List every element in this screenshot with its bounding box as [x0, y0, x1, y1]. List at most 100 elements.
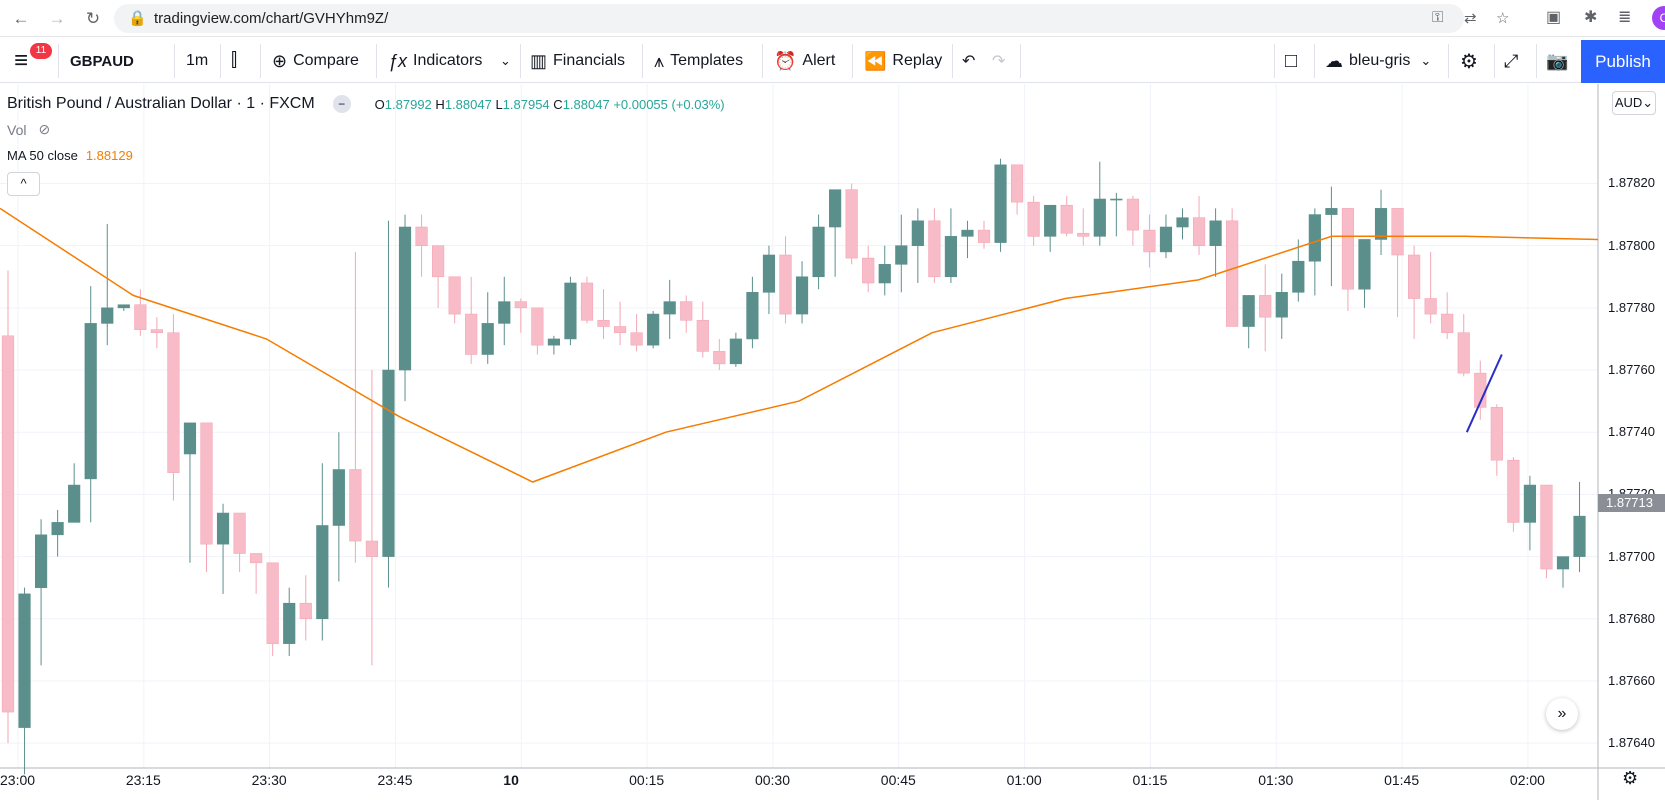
open-label: O — [374, 96, 385, 112]
divider — [260, 44, 261, 78]
translate-icon[interactable]: ⇄ — [1464, 10, 1477, 27]
lock-icon[interactable]: 🔒 — [128, 10, 147, 27]
layout-name: bleu-gris — [1349, 52, 1411, 69]
candle-body — [812, 226, 825, 278]
forward-icon[interactable]: → — [48, 9, 66, 28]
replay-button[interactable]: ⏪ Replay — [864, 40, 942, 82]
candle-body — [647, 313, 660, 346]
candle-body — [84, 323, 97, 480]
key-icon[interactable]: ⚿ — [1432, 9, 1444, 26]
high-value: 1.88047 — [444, 96, 492, 112]
collapse-legend-button[interactable]: ^ — [7, 172, 40, 196]
price-tick-label: 1.87780 — [1608, 299, 1655, 315]
financials-button[interactable]: ▥ Financials — [530, 40, 625, 82]
time-tick-label: 00:30 — [754, 772, 790, 788]
candle-body — [34, 534, 48, 588]
candle-type-icon[interactable]: ⫿ — [231, 50, 238, 71]
candle-body — [977, 229, 991, 243]
reading-list-icon[interactable]: ≣ — [1618, 9, 1632, 26]
candle-body — [829, 189, 842, 228]
time-tick-label: 01:30 — [1258, 772, 1294, 788]
divider — [174, 44, 175, 78]
candle-body — [1391, 208, 1404, 256]
indicators-button[interactable]: ƒx Indicators — [388, 40, 482, 82]
currency-button[interactable]: AUD⌄ — [1612, 91, 1656, 115]
address-bar[interactable]: 🔒 tradingview.com/chart/GVHYhm9Z/ ⚿ ⇄ ☆ — [114, 4, 1509, 33]
back-icon[interactable]: ← — [12, 9, 30, 28]
candle-body — [1573, 515, 1586, 557]
star-icon[interactable]: ☆ — [1496, 10, 1510, 27]
alert-button[interactable]: ⏰ Alert — [774, 40, 835, 82]
candle-body — [117, 304, 130, 309]
price-tick-label: 1.87760 — [1608, 362, 1655, 378]
compare-label: Compare — [293, 52, 359, 69]
eye-hidden-icon[interactable]: ⊘ — [38, 121, 51, 137]
time-tick-label: 01:00 — [1006, 772, 1042, 788]
reload-icon[interactable]: ↻ — [85, 9, 101, 28]
time-tick-label: 00:15 — [629, 772, 665, 788]
candle-body — [514, 301, 527, 309]
divider — [952, 44, 953, 78]
candle-body — [1490, 407, 1503, 461]
candle-body — [680, 301, 693, 321]
candle-body — [382, 369, 395, 557]
indicators-label: Indicators — [413, 52, 483, 69]
low-label: L — [495, 96, 503, 112]
financials-label: Financials — [553, 52, 626, 69]
current-price-tag: 1.87713 — [1598, 494, 1665, 512]
candle-body — [1176, 217, 1189, 228]
publish-button[interactable]: Publish — [1581, 40, 1665, 83]
settings-gear-icon[interactable]: ⚙ — [1460, 50, 1478, 73]
candle-body — [1374, 208, 1388, 240]
alert-label: Alert — [802, 52, 836, 69]
candle-body — [432, 245, 445, 278]
divider — [376, 44, 377, 78]
redo-icon[interactable]: ↷ — [992, 53, 1006, 70]
low-value: 1.87954 — [502, 96, 550, 112]
candle-body — [779, 254, 792, 315]
symbol-search[interactable]: GBPAUD — [70, 52, 134, 70]
menu-icon[interactable]: ≡ — [14, 47, 29, 74]
volume-legend: Vol ⊘ — [7, 121, 50, 138]
fullscreen-square-icon[interactable]: □ — [1285, 49, 1298, 72]
candle-body — [1077, 232, 1090, 237]
candle-body — [531, 307, 544, 346]
candle-body — [1358, 239, 1371, 290]
price-tick-label: 1.87820 — [1608, 175, 1655, 191]
function-icon: ƒx — [388, 50, 408, 71]
chevron-down-icon[interactable]: ⌄ — [500, 53, 511, 68]
candle-body — [630, 332, 643, 346]
layout-selector[interactable]: ☁ bleu-gris ⌄ — [1325, 40, 1431, 82]
puzzle-icon[interactable]: ✱ — [1584, 9, 1598, 26]
candle-body — [1159, 226, 1173, 253]
undo-icon[interactable]: ↶ — [962, 53, 976, 70]
profile-avatar[interactable]: C — [1652, 6, 1665, 30]
candle-body — [1027, 201, 1040, 237]
candle-body — [911, 220, 924, 246]
price-tick-label: 1.87800 — [1608, 237, 1655, 253]
extension-icon[interactable]: ▣ — [1546, 9, 1562, 26]
fullscreen-icon[interactable]: ⤢ — [1504, 50, 1519, 71]
minus-icon[interactable]: − — [332, 95, 351, 113]
candle-body — [696, 319, 709, 352]
price-chart[interactable] — [0, 84, 1665, 800]
axis-settings-gear-icon[interactable]: ⚙ — [1622, 768, 1639, 788]
candle-body — [1110, 198, 1123, 201]
change-value: +0.00055 (+0.03%) — [613, 96, 725, 112]
candle-body — [498, 301, 511, 324]
time-tick-label: 00:45 — [880, 772, 916, 788]
candle-body — [795, 276, 809, 315]
candle-body — [762, 254, 776, 293]
camera-icon[interactable]: 📷 — [1546, 50, 1569, 71]
interval-button[interactable]: 1m — [186, 52, 209, 69]
candle-body — [845, 189, 858, 259]
templates-button[interactable]: ⩚ Templates — [654, 40, 743, 82]
candle-body — [564, 282, 577, 340]
divider — [220, 44, 221, 78]
candle-body — [398, 226, 412, 371]
compare-button[interactable]: ⊕ Compare — [272, 40, 359, 82]
high-label: H — [435, 96, 445, 112]
scroll-to-realtime-icon[interactable]: » — [1546, 698, 1578, 730]
divider — [1274, 44, 1275, 78]
ma-line — [0, 207, 1599, 483]
